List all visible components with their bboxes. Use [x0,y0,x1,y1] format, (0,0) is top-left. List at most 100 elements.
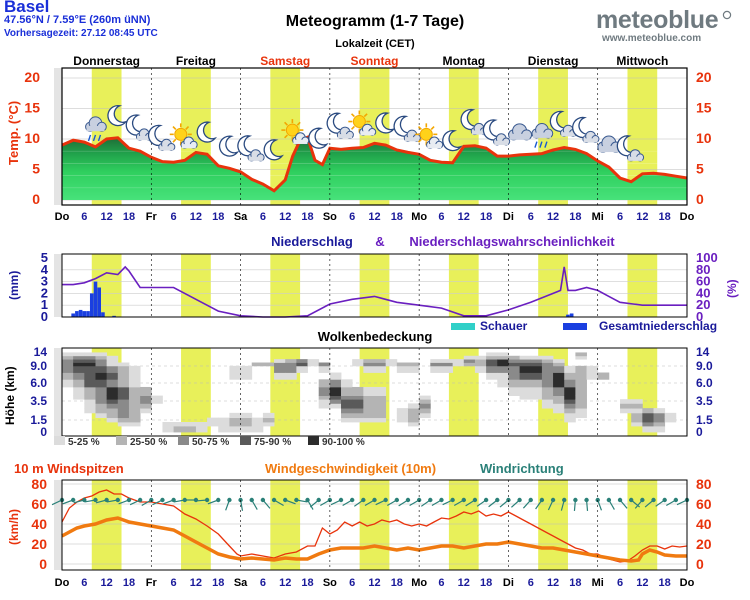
cloud-cell [117,412,130,419]
cloud-cell [352,403,364,409]
cloud-cell [463,359,476,363]
precip-tick-right: 40 [696,285,710,300]
brand-url[interactable]: www.meteoblue.com [602,33,702,44]
cloud-cell [73,372,85,380]
cloud-cell [73,355,85,360]
wind-tick-left: 60 [31,496,47,512]
precip-ylabel: (mm) [7,271,21,300]
x-tick-label: Mi [592,577,604,589]
cloud-cell [117,399,130,404]
cloud-cell [631,399,643,404]
cloud-cell [95,408,108,414]
cloud-cell [620,403,632,409]
cloud-cell [341,408,353,414]
wind-direction-arrow [644,499,654,508]
precip-bar [569,313,574,317]
cloud-cell [84,365,96,373]
panel-edge [54,254,62,317]
sun-cloud-icon [348,110,377,136]
cloud-cell [553,362,565,367]
cloud-cell [329,399,342,404]
cloud-cell [374,395,387,400]
wind-direction-arrow [262,499,271,509]
wind-direction-arrow [560,499,565,511]
cloud-cell [296,362,308,367]
cloud-cell [84,395,96,400]
precip-bar [101,312,105,317]
temp-tick-right: 20 [696,69,712,85]
cloud-cell [564,417,576,423]
wind-direction-arrow [499,499,509,508]
cloud-cell [385,359,398,363]
day-name: Samstag [260,54,310,68]
wind-direction-arrow [511,499,520,508]
precip-tick-left: 3 [41,274,48,289]
cloud-cell [519,379,532,388]
cloud-cell [586,372,599,380]
day-name: Sonntag [351,54,399,68]
panel-edge [54,68,62,205]
cloud-cell [486,355,498,360]
x-tick-label: 6 [528,211,534,223]
precip-bar [97,287,102,317]
showers-legend-label: Schauer [480,319,528,333]
cloud-legend-swatch [308,436,319,445]
cloud-legend-label: 25-50 % [130,437,167,448]
cloud-cell [307,359,320,363]
wind-direction-arrow [152,499,163,506]
x-tick-label: 18 [569,577,581,589]
wind-direction-arrow [207,499,219,505]
cloud-cell [73,362,85,367]
daylight-band [538,254,568,317]
temp-tick-right: 15 [696,100,712,116]
cloud-cell [519,355,532,360]
cloud-cell [285,359,297,363]
x-tick-label: 12 [101,577,113,589]
cloud-cell [541,386,554,396]
x-tick-label: 12 [547,211,559,223]
cloud-cell [508,372,520,380]
cloud-cell [541,379,554,388]
x-tick-label: 6 [438,577,444,589]
x-tick-label: 6 [349,577,355,589]
x-tick-label: 6 [260,211,266,223]
precip-title: Niederschlag [271,234,353,249]
cloud-cell [341,417,353,423]
cloud-cell [84,359,96,363]
moon-cloud-icon [326,112,354,139]
cloud-cell [329,379,342,388]
cloud-cell [575,412,587,419]
cloud-cell [352,359,364,363]
cloud-cell [128,417,141,423]
cloud-cell [262,422,275,427]
cloud-cell [508,365,520,373]
cloud-cell [329,395,342,400]
cloud-cell [106,355,119,360]
cloud-cell [352,417,364,423]
wind-direction-arrow [73,499,85,504]
precip-tick-right: 80 [696,262,710,277]
cloud-cell [541,362,554,367]
cloud-cell [117,422,130,427]
cloud-cell [653,408,666,414]
wind-direction-arrow [51,499,63,506]
moon-cloud-icon [393,115,421,142]
cloud-cell [363,386,375,396]
x-tick-label: 18 [123,211,135,223]
cloud-cell [620,408,632,414]
cloud-cell [173,426,186,433]
cloud-cell [564,395,576,400]
cloud-cell [396,365,409,373]
precip-bar [93,281,98,317]
daylight-band [270,254,301,317]
moon-cloud-icon [549,110,578,137]
x-tick-label: 18 [212,211,224,223]
cloud-cell [530,362,543,367]
cloud-cell [497,359,509,363]
moon-icon [375,112,396,134]
wind-direction-arrow [307,499,314,510]
cloud-cell [530,355,543,360]
cloud-cell [329,403,342,409]
cloud-cell [218,417,230,423]
brand-logo[interactable]: meteoblue [596,6,719,34]
